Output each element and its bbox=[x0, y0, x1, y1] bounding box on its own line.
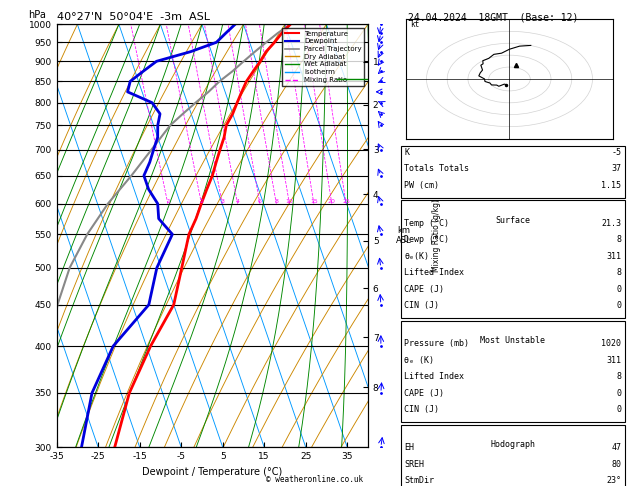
Legend: Temperature, Dewpoint, Parcel Trajectory, Dry Adiabat, Wet Adiabat, Isotherm, Mi: Temperature, Dewpoint, Parcel Trajectory… bbox=[282, 28, 364, 86]
Text: CAPE (J): CAPE (J) bbox=[404, 285, 445, 294]
Text: 8: 8 bbox=[274, 199, 278, 204]
Text: 24.04.2024  18GMT  (Base: 12): 24.04.2024 18GMT (Base: 12) bbox=[408, 12, 578, 22]
Text: 0: 0 bbox=[616, 301, 621, 311]
Text: 0: 0 bbox=[616, 389, 621, 398]
Text: CIN (J): CIN (J) bbox=[404, 301, 440, 311]
X-axis label: Dewpoint / Temperature (°C): Dewpoint / Temperature (°C) bbox=[142, 467, 282, 477]
Text: hPa: hPa bbox=[28, 10, 47, 20]
Text: 15: 15 bbox=[310, 199, 318, 204]
Text: 311: 311 bbox=[606, 252, 621, 261]
Text: Totals Totals: Totals Totals bbox=[404, 164, 469, 174]
Text: kt: kt bbox=[410, 19, 419, 29]
Text: Dewp (°C): Dewp (°C) bbox=[404, 235, 450, 244]
Text: SREH: SREH bbox=[404, 460, 425, 469]
Text: 10: 10 bbox=[286, 199, 293, 204]
Text: 6: 6 bbox=[258, 199, 262, 204]
Text: 37: 37 bbox=[611, 164, 621, 174]
Text: 25: 25 bbox=[342, 199, 350, 204]
Text: 4: 4 bbox=[236, 199, 240, 204]
Text: 80: 80 bbox=[611, 460, 621, 469]
Text: 1: 1 bbox=[166, 199, 170, 204]
Text: 8: 8 bbox=[616, 235, 621, 244]
Text: Temp (°C): Temp (°C) bbox=[404, 219, 450, 228]
Text: 3: 3 bbox=[220, 199, 225, 204]
Y-axis label: km
ASL: km ASL bbox=[396, 226, 411, 245]
Text: θₑ(K): θₑ(K) bbox=[404, 252, 430, 261]
Text: 8: 8 bbox=[616, 372, 621, 382]
Text: 21.3: 21.3 bbox=[601, 219, 621, 228]
Text: CIN (J): CIN (J) bbox=[404, 405, 440, 415]
Text: 0: 0 bbox=[616, 405, 621, 415]
Text: -5: -5 bbox=[611, 148, 621, 157]
Text: 1020: 1020 bbox=[601, 339, 621, 348]
Text: Hodograph: Hodograph bbox=[491, 440, 535, 450]
Text: 0: 0 bbox=[616, 285, 621, 294]
Text: θₑ (K): θₑ (K) bbox=[404, 356, 435, 365]
Text: Mixing Ratio (g/kg): Mixing Ratio (g/kg) bbox=[432, 199, 441, 272]
Text: Lifted Index: Lifted Index bbox=[404, 372, 464, 382]
Text: 23°: 23° bbox=[606, 476, 621, 486]
Text: 1.15: 1.15 bbox=[601, 181, 621, 190]
Text: EH: EH bbox=[404, 443, 415, 452]
Text: 20: 20 bbox=[328, 199, 336, 204]
Text: © weatheronline.co.uk: © weatheronline.co.uk bbox=[266, 474, 363, 484]
Text: StmDir: StmDir bbox=[404, 476, 435, 486]
Text: K: K bbox=[404, 148, 409, 157]
Text: Most Unstable: Most Unstable bbox=[481, 336, 545, 346]
Text: 8: 8 bbox=[616, 268, 621, 278]
Text: 40°27'N  50°04'E  -3m  ASL: 40°27'N 50°04'E -3m ASL bbox=[57, 12, 209, 22]
Text: 311: 311 bbox=[606, 356, 621, 365]
Text: PW (cm): PW (cm) bbox=[404, 181, 440, 190]
Text: LCL: LCL bbox=[424, 75, 439, 84]
Text: 2: 2 bbox=[199, 199, 203, 204]
Text: Pressure (mb): Pressure (mb) bbox=[404, 339, 469, 348]
Text: Lifted Index: Lifted Index bbox=[404, 268, 464, 278]
Text: Surface: Surface bbox=[496, 216, 530, 225]
Text: 47: 47 bbox=[611, 443, 621, 452]
Text: CAPE (J): CAPE (J) bbox=[404, 389, 445, 398]
